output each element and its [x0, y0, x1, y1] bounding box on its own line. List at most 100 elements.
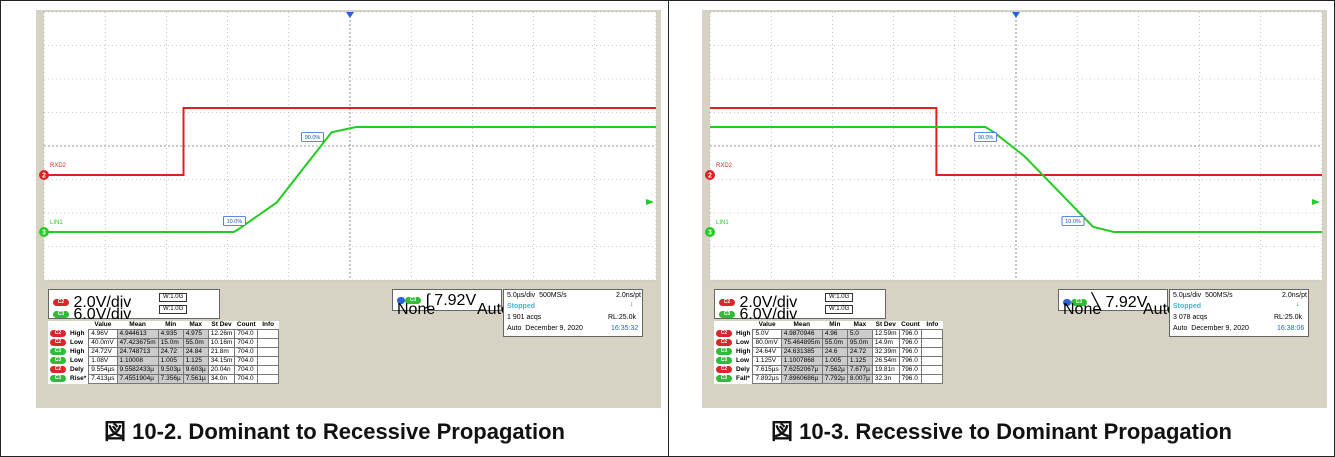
table-cell: 704.0 [234, 356, 259, 366]
series-line-rxd2 [44, 107, 656, 176]
table-cell: 704.0 [234, 347, 259, 357]
table-cell: 1.005 [821, 356, 848, 366]
table-header-cell: St Dev [875, 321, 896, 328]
channel-pill: C3 [716, 356, 732, 364]
acq-count: 1 901 acqs [507, 314, 542, 321]
channel-ground-marker [39, 170, 49, 180]
table-cell: 5.0V [752, 329, 782, 339]
series-label: LIN1 [716, 220, 729, 226]
table-measure-label: Dely [70, 366, 84, 373]
trigger-position-marker [1012, 12, 1020, 18]
table-cell: 34.0n [207, 374, 236, 384]
table-channel-cell: C3 [48, 347, 68, 357]
bandwidth-label: W [829, 306, 835, 312]
horizontal-info-box: 5.0µs/div 500MS/s 2.0ns/pt Stopped ↓ 3 0… [1169, 289, 1309, 337]
channel-pill: C3 [50, 356, 66, 364]
table-cell: 21.8m [207, 347, 236, 357]
table-header-cell: Count [901, 321, 920, 328]
channel-scale: 6.0V/div [73, 306, 132, 323]
table-cell: 24.631385 [780, 347, 823, 357]
measurement-table: Value Mean Min Max St Dev Count Info C2 High 5.0V… [714, 321, 944, 384]
table-cell [257, 356, 280, 366]
channel-pill: C3 [719, 311, 735, 319]
trigger-source: C3 [405, 297, 421, 305]
channel-ground-number: 2 [708, 173, 712, 180]
table-cell: 8.007µ [846, 374, 873, 384]
table-header-cell: Min [165, 321, 177, 328]
table-cell: 4.9870946 [780, 329, 823, 339]
table-header-cell: Value [94, 321, 112, 328]
time-div: 5.0µs/div [1173, 292, 1202, 299]
table-row: C2 Dely 7.615µs 7.6252067µ 7.562µ 7.677µ 19.81… [714, 365, 944, 375]
acq-mode: Auto [507, 325, 522, 332]
trigger-box: C3 ╲ 7.92V None Auto [1058, 289, 1176, 318]
table-cell: 796.0 [898, 329, 923, 339]
channel-pill: C2 [50, 329, 66, 337]
table-cell: 796.0 [898, 347, 923, 357]
table-cell: 24.748713 [116, 347, 159, 357]
acq-mode: Auto [1173, 325, 1188, 332]
table-row: C3 Fall* 7.892µs 7.8960686µ 7.792µ 8.007µ 32.3… [714, 374, 944, 384]
channel-c2-row: C2 2.0V/div [719, 294, 797, 312]
channel-c3-row: C3 6.0V/div [719, 306, 797, 324]
sample-rate: 500MS/s [539, 292, 567, 299]
table-cell: 12.26m [207, 329, 236, 339]
table-channel-cell: C3 [48, 356, 68, 366]
bandwidth-box: W:1.0G [159, 305, 188, 314]
table-header-cell: Mean [793, 321, 811, 328]
caption-prefix: 図 [104, 420, 127, 445]
table-cell: 796.0 [898, 365, 923, 375]
table-header-cell: Info [262, 321, 275, 328]
bandwidth-label: W [163, 294, 169, 300]
table-row: C2 Dely 9.554µs 9.5582433µ 9.503µ 9.603µ 20.04… [48, 365, 280, 375]
channel-ground-number: 2 [42, 173, 46, 180]
time-div: 5.0µs/div [507, 292, 536, 299]
table-cell: 7.892µs [752, 374, 782, 384]
table-cell: 9.554µs [88, 365, 118, 375]
bandwidth-value: 1.0G [170, 306, 184, 312]
table-cell: 704.0 [234, 365, 259, 375]
channel-pill: C2 [719, 299, 735, 307]
table-channel-cell: C2 [714, 365, 734, 375]
table-header-cell [714, 321, 753, 330]
table-row: C2 High 4.96V 4.944613 4.935 4.975 12.26m 704.0 [48, 329, 280, 339]
table-cell: 4.96V [88, 329, 118, 339]
series-line-lin1 [44, 126, 656, 233]
channel-scale: 6.0V/div [739, 306, 798, 323]
table-row: C2 Low 80.0mV 75.464895m 55.0m 95.0m 14.9m 796.… [714, 338, 944, 348]
table-cell: 7.561µ [182, 374, 209, 384]
table-cell: 26.54m [871, 356, 900, 366]
table-cell: 47.423675m [116, 338, 159, 348]
table-cell: 40.0mV [88, 338, 118, 348]
table-cell [257, 374, 280, 384]
acq-date: December 9, 2020 [525, 325, 583, 332]
table-header-cell: Mean [129, 321, 146, 328]
table-cell: 7.562µ [821, 365, 848, 375]
waveform-plot: RXD2 2 LIN1 3 10.0% 90.0% [36, 10, 657, 282]
table-cell: 24.84 [182, 347, 209, 357]
table-cell: 24.72 [846, 347, 873, 357]
measure-annotation-box [974, 132, 998, 142]
bandwidth-box: W:1.0G [825, 293, 854, 302]
table-cell: 704.0 [234, 329, 259, 339]
table-cell: 24.64V [752, 347, 782, 357]
trigger-edge-icon: ╲ [1091, 294, 1102, 311]
table-cell: 24.6 [821, 347, 848, 357]
table-cell: 34.15m [207, 356, 236, 366]
trigger-source: C3 [1071, 299, 1087, 307]
table-cell [257, 347, 280, 357]
series-label: LIN1 [50, 220, 63, 226]
oscilloscope-screen: RXD2 2 LIN1 3 90.0% 10.0% C2 2.0V/div C3 6.0V… [702, 10, 1327, 408]
trigger-a-icon [397, 297, 405, 305]
table-cell: 20.04n [207, 365, 236, 375]
table-cell [257, 338, 280, 348]
bezel [702, 10, 710, 282]
table-cell: 9.603µ [182, 365, 209, 375]
table-cell: 75.464895m [780, 338, 823, 348]
acq-time: 16:38:06 [1277, 325, 1305, 332]
table-cell: 796.0 [898, 338, 923, 348]
channel-pill: C3 [716, 374, 732, 382]
channel-ground-marker [705, 170, 715, 180]
trigger-mode: Auto [477, 301, 510, 318]
oscilloscope-screen: RXD2 2 LIN1 3 10.0% 90.0% C2 2.0V/div C3 6.0V… [36, 10, 661, 408]
